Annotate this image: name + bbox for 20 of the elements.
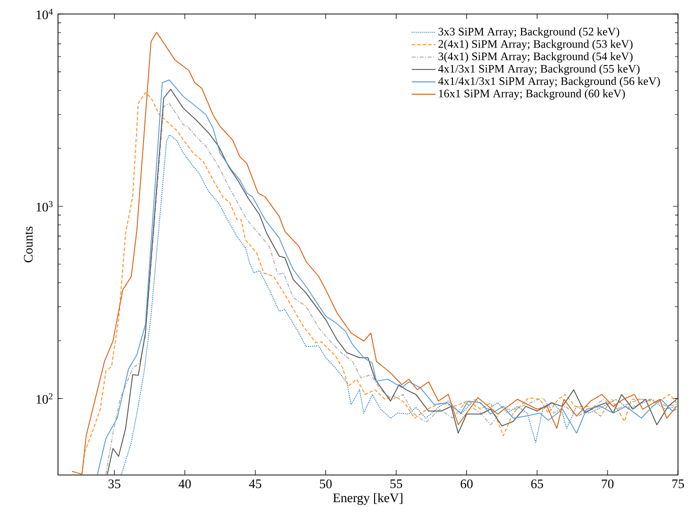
x-tick-label: 55	[390, 480, 402, 488]
x-tick-label: 40	[178, 480, 191, 488]
x-tick-label: 50	[320, 480, 332, 488]
legend-label: 2(4x1) SiPM Array; Background (53 keV)	[438, 40, 633, 50]
legend-label: 3(4x1) SiPM Array; Background (54 keV)	[438, 52, 633, 63]
x-tick-label: 75	[672, 480, 684, 488]
y-tick-label: 10$^{3}$	[36, 201, 53, 212]
y-tick-label: 10$^{2}$	[36, 393, 52, 404]
y-tick-label: 10$^{4}$	[36, 8, 53, 20]
legend-label: 16x1 SiPM Array; Background (60 keV)	[438, 89, 625, 100]
x-tick-label: 65	[531, 480, 544, 488]
x-tick-label: 70	[602, 480, 614, 488]
legend-label: 4x1/3x1 SiPM Array; Background (55 keV)	[438, 64, 640, 75]
x-axis-title: Energy [keV]	[333, 493, 402, 505]
legend-label: 4x1/4x1/3x1 SiPM Array; Background (56 keV)	[438, 76, 660, 88]
legend-label: 3x3 SiPM Array; Background (52 keV)	[438, 27, 620, 38]
x-tick-label: 60	[460, 480, 473, 488]
y-axis-title: Counts	[24, 226, 33, 262]
x-tick-label: 45	[249, 480, 262, 488]
x-tick-label: 35	[108, 480, 120, 488]
